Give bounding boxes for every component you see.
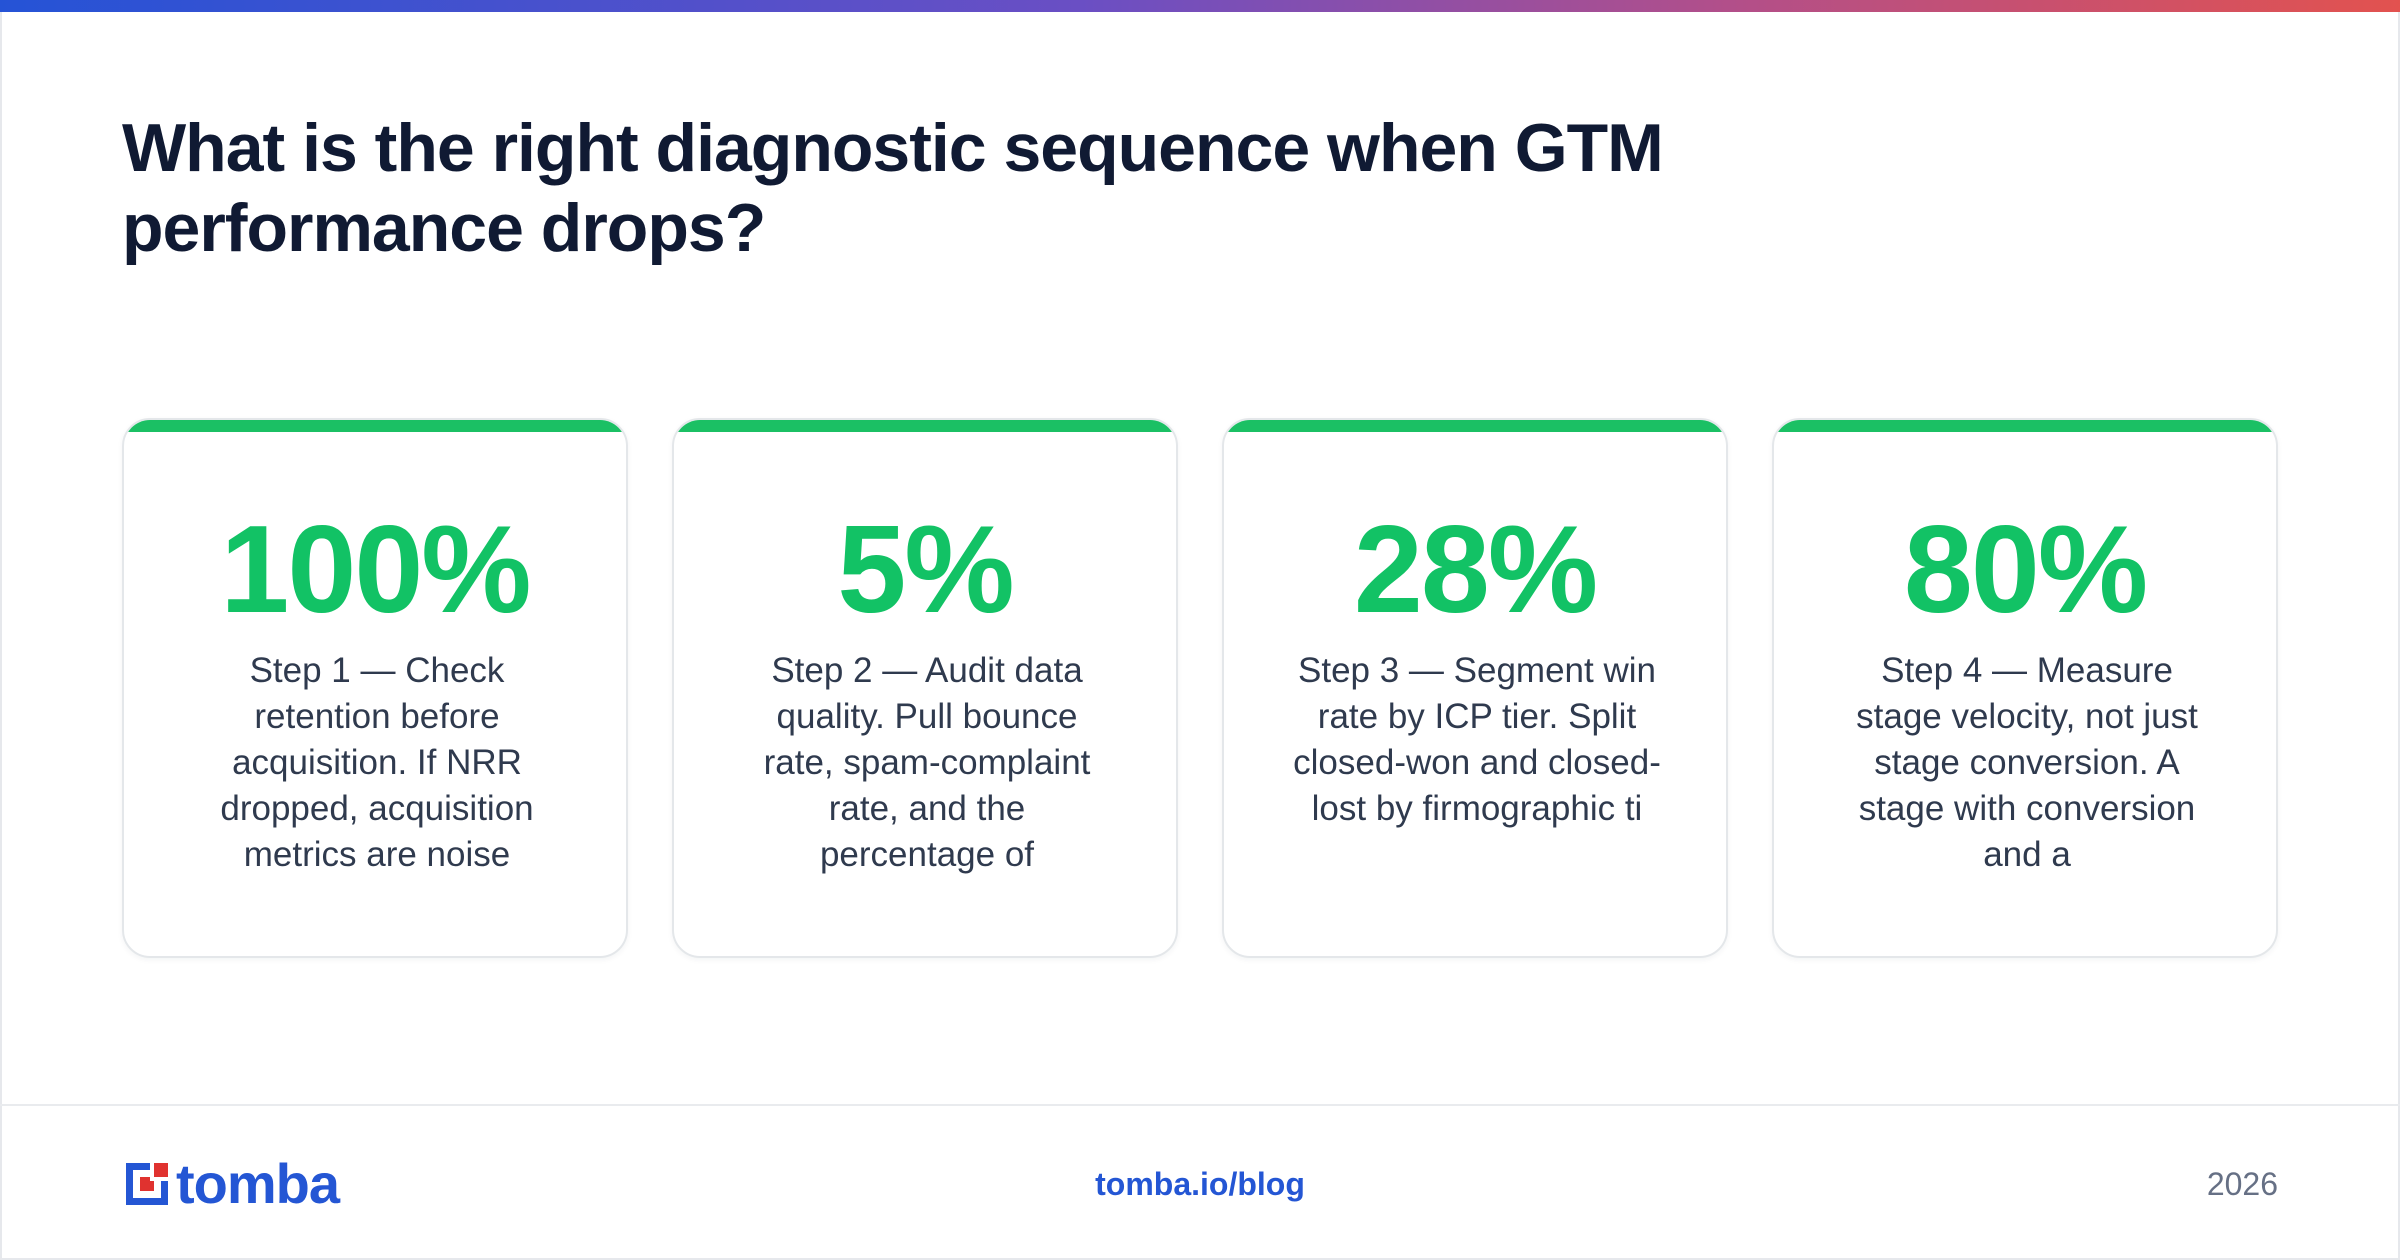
stat-card-step-1: 100% Step 1 — Check retention before acq… bbox=[122, 418, 628, 958]
card-accent-bar bbox=[1774, 420, 2276, 432]
page-title: What is the right diagnostic sequence wh… bbox=[122, 110, 1664, 266]
stat-description: Step 4 — Measure stage velocity, not jus… bbox=[1856, 651, 2198, 874]
stat-value: 5% bbox=[837, 501, 1014, 639]
stat-value: 28% bbox=[1353, 501, 1598, 639]
footer-year: 2026 bbox=[2206, 1166, 2278, 1202]
tomba-logo-icon bbox=[126, 1159, 172, 1205]
tomba-logo: tomba bbox=[122, 1152, 340, 1215]
card-accent-bar bbox=[124, 420, 626, 432]
stat-description: Step 3 — Segment win rate by ICP tier. S… bbox=[1293, 651, 1661, 828]
stat-cards: 100% Step 1 — Check retention before acq… bbox=[122, 418, 2278, 958]
stat-card-step-3: 28% Step 3 — Segment win rate by ICP tie… bbox=[1222, 418, 1728, 958]
blog-link[interactable]: tomba.io/blog bbox=[1095, 1166, 1305, 1202]
stat-value: 80% bbox=[1903, 501, 2148, 639]
stat-card-step-2: 5% Step 2 — Audit data quality. Pull bou… bbox=[672, 418, 1178, 958]
card-accent-bar bbox=[674, 420, 1176, 432]
card-accent-bar bbox=[1224, 420, 1726, 432]
stat-card-step-4: 80% Step 4 — Measure stage velocity, not… bbox=[1772, 418, 2278, 958]
gradient-top-bar bbox=[0, 0, 2400, 12]
logo-wordmark: tomba bbox=[176, 1152, 340, 1215]
stat-description: Step 2 — Audit data quality. Pull bounce… bbox=[763, 651, 1091, 874]
footer-divider bbox=[0, 1104, 2400, 1106]
stat-value: 100% bbox=[220, 501, 531, 639]
stat-description: Step 1 — Check retention before acquisit… bbox=[220, 651, 534, 874]
